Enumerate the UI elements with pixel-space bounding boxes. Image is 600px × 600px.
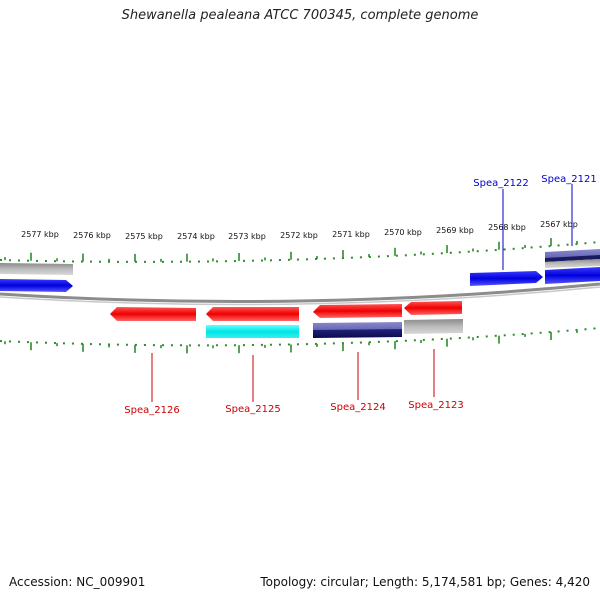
genome-backbone <box>0 282 600 304</box>
kbp-label: 2571 kbp <box>332 230 370 239</box>
kbp-label: 2567 kbp <box>540 220 578 229</box>
kbp-label: 2568 kbp <box>488 223 526 232</box>
genome-backbone-shadow <box>0 286 600 306</box>
gene-arrow-spea-2122[interactable] <box>470 271 543 286</box>
lower-major-ticks <box>4 329 578 354</box>
gene-arrow-spea-2121[interactable] <box>545 267 600 284</box>
navy-feature-right-dark <box>545 255 600 262</box>
upper-major-ticks <box>4 238 578 262</box>
gene-label-spea-2122[interactable]: Spea_2122 <box>473 178 528 189</box>
kbp-label: 2570 kbp <box>384 228 422 237</box>
gray-feature-right <box>545 259 600 268</box>
gene-arrow-spea-2124[interactable] <box>313 304 402 318</box>
upper-tick-ruler <box>0 241 600 263</box>
kbp-label: 2577 kbp <box>21 230 59 239</box>
gene-arrow-spea-2126[interactable] <box>110 307 196 321</box>
gray-feature-spea-2123 <box>404 319 463 334</box>
kbp-label: 2573 kbp <box>228 232 266 241</box>
kbp-label: 2572 kbp <box>280 231 318 240</box>
gray-feature-left <box>0 263 73 275</box>
map-title: Shewanella pealeana ATCC 700345, complet… <box>121 8 479 23</box>
gene-label-spea-2126[interactable]: Spea_2126 <box>124 405 179 416</box>
gene-label-spea-2121[interactable]: Spea_2121 <box>541 174 596 185</box>
gene-arrow-spea-2123[interactable] <box>404 301 462 315</box>
gene-label-spea-2125[interactable]: Spea_2125 <box>225 404 280 415</box>
kbp-label: 2569 kbp <box>436 226 474 235</box>
lower-tick-ruler <box>0 327 600 347</box>
gene-arrow-forward-left <box>0 279 73 292</box>
navy-feature-spea-2124 <box>313 322 402 331</box>
kbp-label: 2575 kbp <box>125 232 163 241</box>
cyan-feature-spea-2125 <box>206 325 299 338</box>
navy-feature-spea-2124-dark <box>313 329 402 338</box>
kbp-label: 2576 kbp <box>73 231 111 240</box>
kbp-label: 2574 kbp <box>177 232 215 241</box>
gene-arrow-spea-2125[interactable] <box>206 307 299 321</box>
gene-label-spea-2123[interactable]: Spea_2123 <box>408 400 463 411</box>
gene-label-spea-2124[interactable]: Spea_2124 <box>330 402 385 413</box>
genome-summary-text: Topology: circular; Length: 5,174,581 bp… <box>260 575 590 589</box>
accession-text: Accession: NC_009901 <box>9 575 146 589</box>
